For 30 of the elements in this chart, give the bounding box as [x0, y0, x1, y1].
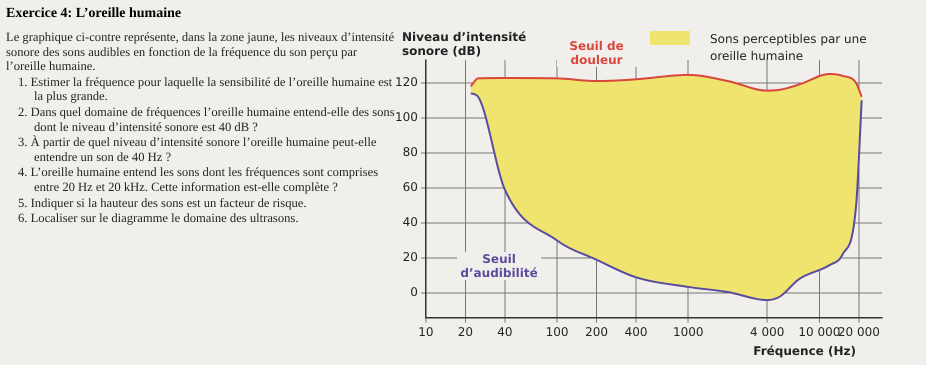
x-tick-label: 1000	[672, 324, 704, 339]
y-axis-title: Niveau d’intensité sonore (dB)	[402, 30, 528, 58]
y-tick-label: 40	[402, 215, 418, 230]
text: 5. Indiquer si la hauteur des sons est un facteur de risque.	[17, 196, 308, 210]
y-tick-label: 20	[402, 250, 418, 264]
x-tick-label: 100	[546, 324, 569, 339]
y-tick-label: 80	[402, 145, 418, 159]
text: 4. L’oreille humaine entend les sons dont les fréquences sont comprises entre 20 Hz et 20 kHz. Cette information est-elle complète ?	[17, 165, 380, 195]
x-tick-label: 20 000	[838, 324, 880, 339]
series-label: Seuil d’audibilité	[457, 252, 542, 280]
x-tick-label: 40	[497, 324, 513, 339]
x-tick-label: 20	[458, 324, 474, 339]
annotation: Sons perceptibles par une oreille humaine	[710, 31, 868, 65]
y-tick-label: 120	[395, 74, 418, 89]
y-tick-label: 100	[395, 110, 418, 124]
x-tick-label: 200	[585, 324, 608, 339]
series-label: Seuil de douleur	[556, 39, 637, 68]
x-axis-title: Fréquence (Hz)	[753, 344, 856, 358]
text: 6. Localiser sur le diagramme le domaine des ultrasons.	[17, 211, 300, 226]
text: 3. À partir de quel niveau d’intensité sonore l’oreille humaine peut-elle entendre un son de 40 Hz ?	[17, 135, 378, 164]
y-tick-label: 60	[402, 180, 418, 194]
text: Exercice 4: L’oreille humaine	[6, 6, 182, 22]
x-tick-label: 10 000	[798, 324, 840, 339]
text: Le graphique ci-contre représente, dans la zone jaune, les niveaux d’intensité sonore des sons audibles en fonction de la fréquence du son perçu par l’oreille humaine.	[6, 30, 396, 74]
text: 1. Estimer la fréquence pour laquelle la sensibilité de l’oreille humaine est la plus grande.	[18, 74, 392, 104]
x-tick-label: 10	[418, 324, 434, 339]
x-tick-label: 4 000	[750, 324, 784, 339]
x-tick-label: 400	[624, 324, 648, 339]
y-tick-label: 0	[410, 285, 418, 300]
text: 2. Dans quel domaine de fréquences l’oreille humaine entend-elle des sons dont le niveau d’intensité sonore est 40 dB ?	[18, 104, 395, 134]
